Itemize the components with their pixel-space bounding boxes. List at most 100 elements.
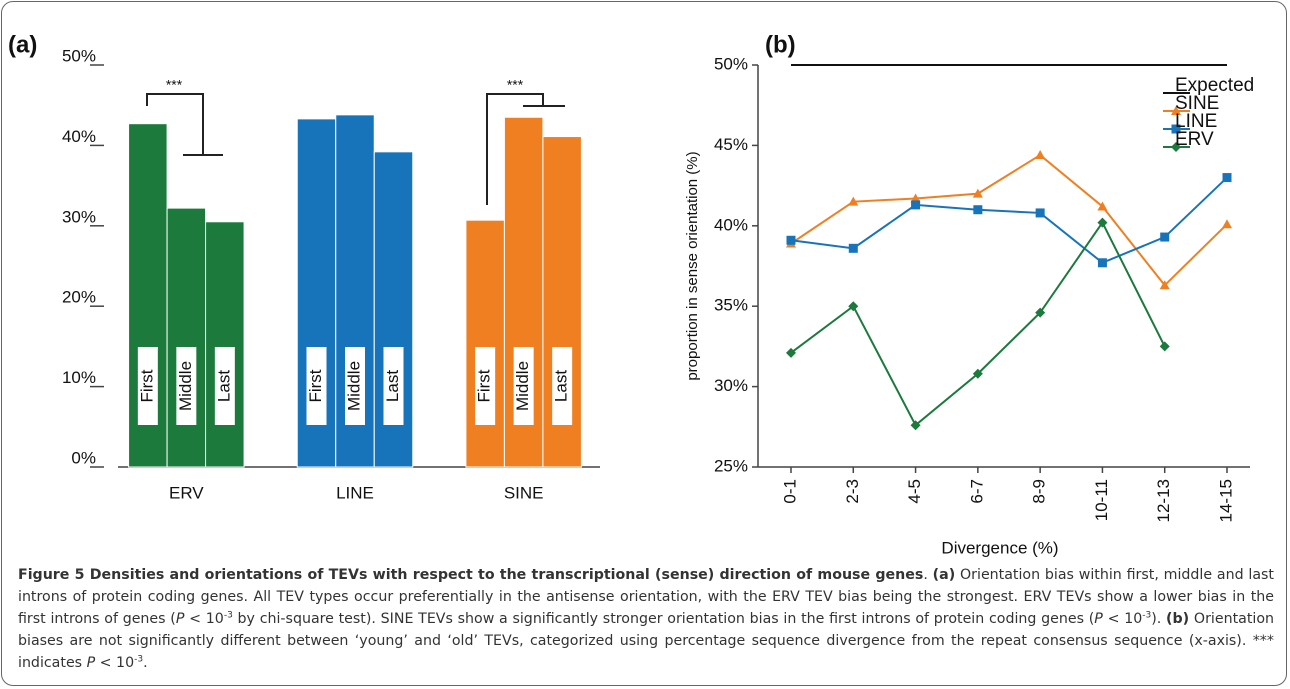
bar-label: Middle <box>513 361 532 411</box>
caption-run: Orientation bias within first, middle an… <box>18 567 1274 627</box>
caption-run: . <box>923 567 933 583</box>
marker <box>910 193 921 203</box>
y-tick-label: 35% <box>714 296 748 315</box>
marker <box>1160 232 1170 242</box>
y-tick-label: 30% <box>714 376 748 395</box>
caption-run: < 10 <box>95 655 135 671</box>
marker <box>972 188 983 198</box>
marker <box>1222 173 1232 183</box>
marker <box>1035 307 1046 318</box>
x-tick-label: 6-7 <box>967 479 986 504</box>
x-tick-label: 10-11 <box>1092 479 1111 521</box>
caption-run: -3 <box>134 654 144 665</box>
x-tick-label: 0-1 <box>780 479 799 504</box>
caption: Figure 5 Densities and orientations of T… <box>18 564 1274 674</box>
bar-label: First <box>137 369 156 402</box>
caption-run: < 10 <box>1102 611 1143 627</box>
x-tick-label: ERV <box>169 483 204 502</box>
x-tick-label: 14-15 <box>1216 479 1235 522</box>
marker <box>786 347 796 358</box>
bar-label: First <box>475 369 494 402</box>
y-tick-label: 25% <box>714 456 748 475</box>
y-tick-label: 50% <box>62 46 96 65</box>
y-tick-label: 40% <box>62 127 96 146</box>
caption-run: -3 <box>1142 610 1152 621</box>
x-tick-label: LINE <box>336 483 374 502</box>
y-tick-label: 30% <box>62 207 96 226</box>
x-tick-label: SINE <box>504 483 544 502</box>
bar-label-box <box>176 347 197 425</box>
bar-label-box <box>306 347 327 425</box>
caption-run: -3 <box>223 610 233 621</box>
annotation: *** <box>166 77 183 93</box>
caption-run: . <box>143 655 148 671</box>
marker <box>1097 258 1107 268</box>
bar-label-box <box>345 347 365 425</box>
series-line <box>790 153 1228 287</box>
marker <box>1035 150 1046 160</box>
marker <box>848 301 859 312</box>
caption-run: (b) <box>1166 611 1190 627</box>
marker <box>1171 124 1181 134</box>
figure: (a) (b) *** *** 0% 10% 20% 30% 40% 50% ERV Firs… <box>8 31 1254 557</box>
bar-label-box <box>552 347 573 425</box>
marker <box>910 420 921 431</box>
marker <box>911 200 921 210</box>
y-tick-label: 45% <box>714 135 748 154</box>
bar-label-box <box>214 347 235 425</box>
legend-label: SINE <box>1175 93 1219 114</box>
x-tick-label: 2-3 <box>843 479 862 504</box>
marker <box>848 243 858 253</box>
panel-label: (a) <box>8 31 37 58</box>
bar-label-box <box>475 347 496 425</box>
y-tick-label: 0% <box>71 448 96 467</box>
marker <box>1171 106 1181 115</box>
legend-label: ERV <box>1175 129 1214 150</box>
caption-run: ). <box>1151 611 1167 627</box>
bar-label: Last <box>552 370 571 402</box>
y-tick-label: 20% <box>62 288 96 307</box>
y-axis-label: proportion in sense orientation (%) <box>684 151 701 380</box>
x-tick-label: 8-9 <box>1030 479 1049 504</box>
bar-label: Last <box>383 370 402 402</box>
y-tick-label: 50% <box>714 54 748 73</box>
x-tick-label: 12-13 <box>1154 479 1173 522</box>
x-axis-label: Divergence (%) <box>941 538 1058 557</box>
marker <box>1097 217 1108 228</box>
series-line <box>790 176 1228 264</box>
bar-label: Middle <box>344 361 363 411</box>
legend-label: Expected <box>1175 75 1254 96</box>
marker <box>786 235 796 245</box>
annotation: *** <box>507 77 524 93</box>
caption-run: P <box>1094 611 1103 627</box>
bar <box>166 207 207 468</box>
caption-run: by chi-square test). SINE TEVs show a si… <box>232 611 1095 627</box>
caption-run: P <box>86 655 96 671</box>
legend-label: LINE <box>1175 111 1217 132</box>
bar-label: Last <box>214 370 233 402</box>
marker <box>973 205 983 215</box>
marker <box>1035 208 1045 218</box>
significance-brackets <box>146 93 565 205</box>
y-tick-label: 40% <box>714 215 748 234</box>
bar-label: Middle <box>176 361 195 411</box>
marker <box>1159 341 1170 352</box>
marker <box>972 368 983 379</box>
series-line <box>790 220 1166 427</box>
caption-run: Figure 5 Densities and orientations of T… <box>18 567 924 583</box>
caption-run: (a) <box>932 567 956 583</box>
caption-run: < 10 <box>184 611 224 627</box>
marker <box>1222 219 1232 229</box>
bar <box>465 219 505 468</box>
caption-run: P <box>175 611 185 627</box>
x-tick-label: 4-5 <box>905 479 924 504</box>
marker <box>848 196 859 206</box>
marker <box>1159 280 1170 290</box>
bar-label-box <box>137 347 158 425</box>
panel-label: (b) <box>765 31 796 58</box>
bar <box>205 221 245 468</box>
marker <box>1171 142 1181 152</box>
bar-label-box <box>513 347 534 425</box>
